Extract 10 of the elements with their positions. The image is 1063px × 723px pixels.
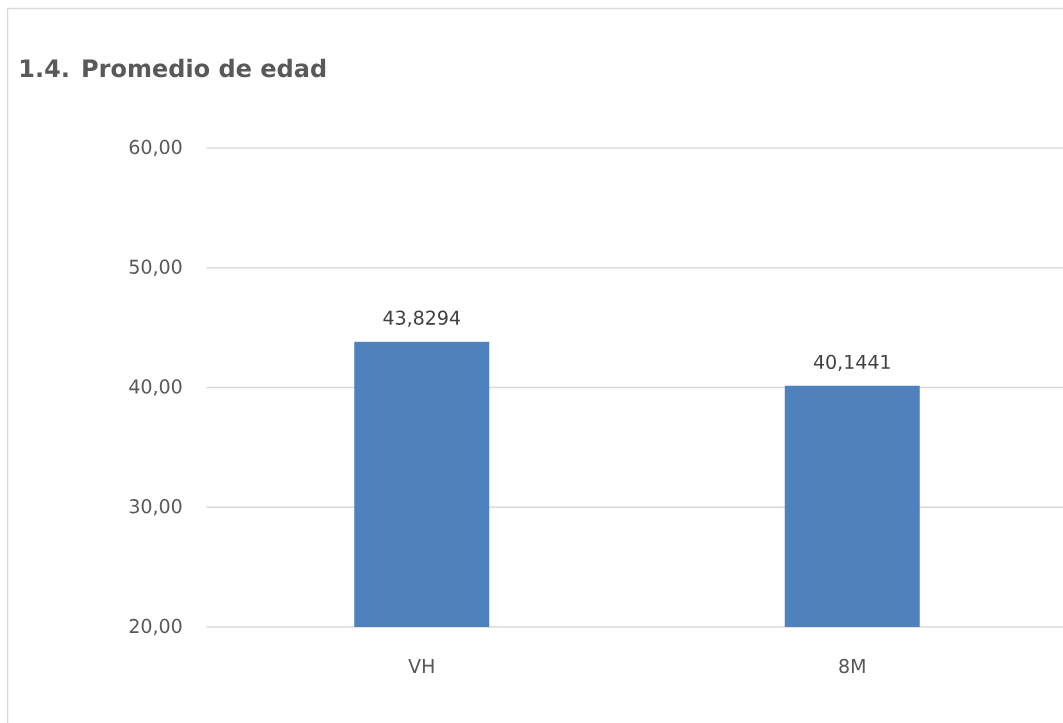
- data-label: 40,1441: [813, 354, 890, 371]
- data-label: 43,8294: [383, 310, 460, 327]
- x-tick-label: VH: [408, 659, 434, 673]
- y-tick-label: 20,00: [129, 618, 182, 636]
- y-tick-label: 30,00: [129, 499, 182, 516]
- y-tick-label: 50,00: [129, 259, 182, 276]
- y-tick-label: 60,00: [129, 139, 182, 157]
- x-tick-label: 8M: [839, 658, 865, 674]
- chart-title: 1.4. Promedio de edad: [20, 58, 326, 78]
- y-tick-label: 40,00: [129, 379, 182, 396]
